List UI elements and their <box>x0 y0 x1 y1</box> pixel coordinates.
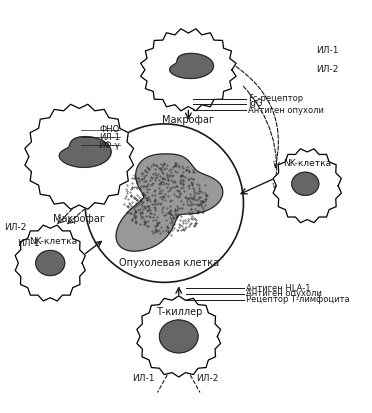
Text: ИЛ-1: ИЛ-1 <box>99 133 120 142</box>
Text: NK-клетка: NK-клетка <box>29 237 77 246</box>
Polygon shape <box>15 225 85 301</box>
Text: ИЛ-2: ИЛ-2 <box>316 65 338 74</box>
Polygon shape <box>273 149 341 223</box>
Text: Антиген опухоли: Антиген опухоли <box>246 290 322 299</box>
Text: Антиген HLA-1: Антиген HLA-1 <box>246 284 311 293</box>
Text: ИЛ-2: ИЛ-2 <box>4 223 26 232</box>
Text: ФНО: ФНО <box>100 125 120 134</box>
Ellipse shape <box>160 320 198 353</box>
Text: ИЛ-2: ИЛ-2 <box>196 375 219 383</box>
Text: Т-киллер: Т-киллер <box>155 307 202 317</box>
Polygon shape <box>141 29 236 111</box>
Text: Макрофаг: Макрофаг <box>53 214 105 224</box>
Polygon shape <box>170 53 214 78</box>
Text: Макрофаг: Макрофаг <box>163 115 214 125</box>
Text: Антиген опухоли: Антиген опухоли <box>248 106 324 115</box>
Polygon shape <box>59 137 111 167</box>
Text: NK-клетка: NK-клетка <box>283 159 331 168</box>
Text: Опухолевая клетка: Опухолевая клетка <box>119 258 219 268</box>
Circle shape <box>85 124 243 282</box>
Text: ИЛ-1: ИЛ-1 <box>17 239 40 248</box>
Ellipse shape <box>292 172 319 195</box>
Text: Рецептор Т-лимфоцита: Рецептор Т-лимфоцита <box>246 295 350 304</box>
Text: ИЛ-1: ИЛ-1 <box>132 375 154 383</box>
Text: IgG: IgG <box>248 99 263 108</box>
Polygon shape <box>116 154 223 251</box>
Ellipse shape <box>36 250 65 275</box>
Text: ИЛ-1: ИЛ-1 <box>316 46 339 55</box>
Text: Fc-рецептор: Fc-рецептор <box>248 94 304 103</box>
Polygon shape <box>25 104 134 209</box>
Polygon shape <box>137 296 221 377</box>
Text: ИФ-γ: ИФ-γ <box>98 141 120 150</box>
